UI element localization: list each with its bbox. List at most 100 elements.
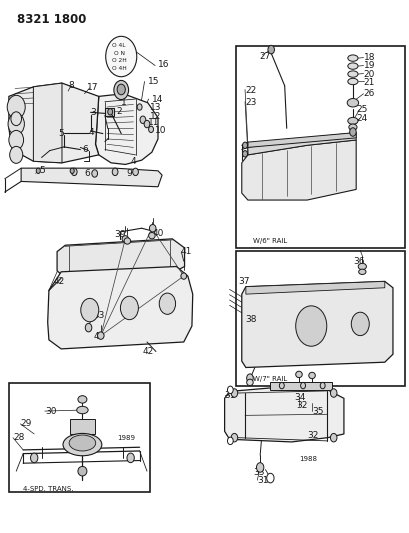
Circle shape bbox=[81, 298, 99, 322]
Text: 36: 36 bbox=[352, 257, 364, 265]
Circle shape bbox=[137, 104, 142, 110]
Ellipse shape bbox=[78, 466, 87, 476]
Text: 5: 5 bbox=[58, 129, 63, 138]
Text: 14: 14 bbox=[151, 94, 163, 103]
Text: 42: 42 bbox=[54, 277, 65, 286]
Text: 40: 40 bbox=[152, 229, 164, 238]
Ellipse shape bbox=[122, 236, 128, 242]
Ellipse shape bbox=[76, 406, 88, 414]
Circle shape bbox=[36, 168, 40, 173]
Ellipse shape bbox=[358, 269, 365, 274]
Circle shape bbox=[231, 433, 237, 442]
Text: 33: 33 bbox=[253, 469, 264, 477]
Bar bbox=[9, 383, 149, 492]
Polygon shape bbox=[33, 83, 62, 163]
Polygon shape bbox=[57, 239, 184, 278]
Circle shape bbox=[9, 131, 24, 150]
Ellipse shape bbox=[63, 433, 101, 456]
Text: 43: 43 bbox=[94, 311, 105, 320]
Text: 21: 21 bbox=[363, 78, 374, 87]
Circle shape bbox=[351, 312, 369, 336]
Polygon shape bbox=[245, 281, 384, 294]
Circle shape bbox=[148, 126, 153, 133]
Circle shape bbox=[159, 293, 175, 314]
Text: 23: 23 bbox=[245, 98, 256, 107]
Text: 15: 15 bbox=[147, 77, 159, 86]
Text: O 4H: O 4H bbox=[112, 66, 126, 71]
Text: 7: 7 bbox=[9, 101, 15, 110]
Text: 40: 40 bbox=[94, 332, 105, 341]
Bar bbox=[105, 108, 114, 116]
Ellipse shape bbox=[295, 371, 301, 377]
Text: 42: 42 bbox=[143, 347, 154, 356]
Text: 28: 28 bbox=[13, 433, 24, 442]
Circle shape bbox=[246, 374, 253, 382]
Text: 11: 11 bbox=[147, 118, 159, 127]
Text: 10: 10 bbox=[155, 126, 166, 135]
Text: O 4L: O 4L bbox=[112, 43, 126, 48]
Circle shape bbox=[120, 296, 138, 320]
Circle shape bbox=[70, 168, 74, 173]
Ellipse shape bbox=[97, 332, 104, 340]
Text: 19: 19 bbox=[363, 61, 374, 70]
Text: 4: 4 bbox=[130, 157, 136, 166]
Ellipse shape bbox=[124, 238, 130, 244]
Text: 34: 34 bbox=[293, 393, 305, 402]
Text: W/7" RAIL: W/7" RAIL bbox=[253, 376, 287, 382]
Text: O N: O N bbox=[113, 51, 124, 55]
Circle shape bbox=[227, 386, 233, 393]
Polygon shape bbox=[21, 168, 162, 187]
Text: 37: 37 bbox=[238, 277, 249, 286]
Text: 41: 41 bbox=[180, 247, 191, 256]
Text: 26: 26 bbox=[363, 89, 374, 98]
Circle shape bbox=[279, 382, 283, 389]
Text: 8321 1800: 8321 1800 bbox=[17, 13, 86, 26]
Text: 6: 6 bbox=[82, 145, 88, 154]
Text: W/6" RAIL: W/6" RAIL bbox=[253, 238, 287, 244]
Text: 1989: 1989 bbox=[117, 435, 135, 441]
Text: O 2H: O 2H bbox=[112, 58, 126, 63]
Circle shape bbox=[11, 112, 22, 126]
Ellipse shape bbox=[180, 273, 186, 279]
Ellipse shape bbox=[357, 263, 366, 270]
Circle shape bbox=[108, 109, 112, 115]
Circle shape bbox=[319, 382, 324, 389]
Ellipse shape bbox=[346, 99, 358, 107]
Text: 30: 30 bbox=[45, 407, 56, 416]
Circle shape bbox=[133, 168, 138, 175]
Circle shape bbox=[300, 382, 305, 389]
Bar bbox=[70, 419, 94, 434]
Polygon shape bbox=[241, 140, 355, 200]
Ellipse shape bbox=[347, 63, 357, 69]
Circle shape bbox=[267, 45, 274, 54]
Text: 18: 18 bbox=[363, 53, 374, 62]
Circle shape bbox=[231, 389, 237, 397]
Text: 3: 3 bbox=[90, 108, 96, 117]
Circle shape bbox=[242, 151, 247, 157]
Circle shape bbox=[7, 95, 25, 119]
Polygon shape bbox=[9, 83, 99, 163]
Polygon shape bbox=[247, 133, 355, 155]
Circle shape bbox=[242, 142, 247, 149]
Text: 4: 4 bbox=[88, 128, 94, 137]
Circle shape bbox=[349, 128, 355, 136]
Circle shape bbox=[266, 473, 273, 483]
Circle shape bbox=[295, 306, 326, 346]
Text: 24: 24 bbox=[355, 114, 366, 123]
Text: 4-SPD. TRANS.: 4-SPD. TRANS. bbox=[23, 486, 74, 492]
Text: 25: 25 bbox=[355, 105, 366, 114]
Text: 5: 5 bbox=[39, 166, 45, 175]
Text: 22: 22 bbox=[245, 85, 256, 94]
Text: 1988: 1988 bbox=[298, 456, 316, 462]
Circle shape bbox=[114, 80, 128, 100]
Text: 39: 39 bbox=[114, 230, 126, 239]
Text: 27: 27 bbox=[258, 52, 270, 61]
Circle shape bbox=[71, 168, 77, 175]
Ellipse shape bbox=[347, 55, 357, 61]
Polygon shape bbox=[224, 386, 343, 442]
Text: 31: 31 bbox=[224, 391, 236, 400]
Ellipse shape bbox=[347, 78, 357, 85]
Circle shape bbox=[92, 169, 97, 177]
Circle shape bbox=[330, 433, 336, 442]
Circle shape bbox=[127, 453, 134, 463]
